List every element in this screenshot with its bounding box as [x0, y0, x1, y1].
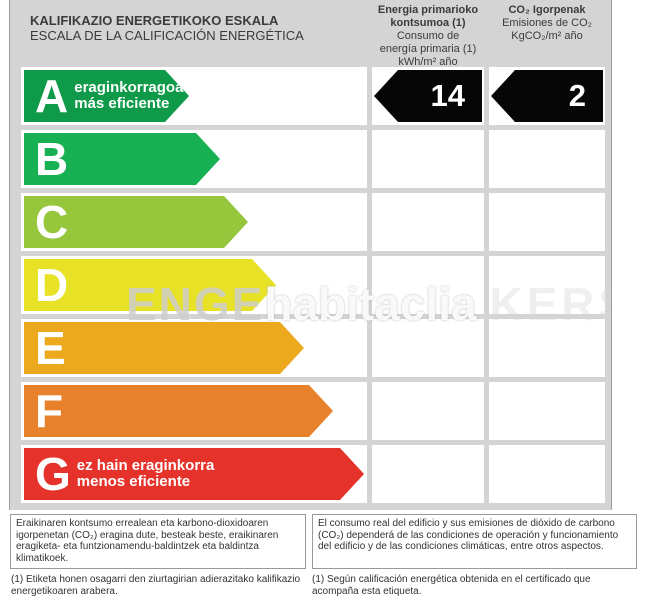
footer-boxes: Eraikinaren kontsumo errealean eta karbo…: [10, 514, 637, 569]
scale-cell-d: D: [21, 256, 367, 314]
rating-letter-b: B: [35, 133, 68, 185]
energy-value-cell-g: [372, 445, 484, 503]
energy-column-header: Energia primarioko kontsumoa (1) Consumo…: [377, 4, 479, 68]
rating-arrow-g: G ez hain eraginkorra menos eficiente: [24, 448, 364, 500]
scale-cell-b: B: [21, 130, 367, 188]
footnote-spanish: (1) Según calificación energética obteni…: [312, 574, 591, 597]
label-title: KALIFIKAZIO ENERGETIKOKO ESKALA ESCALA D…: [21, 0, 367, 69]
rating-letter-c: C: [35, 196, 68, 248]
rating-label-g: ez hain eraginkorra menos eficiente: [76, 457, 215, 490]
co2-value: 2: [568, 78, 586, 113]
co2-value-cell-f: [489, 382, 605, 440]
scale-cell-f: F: [21, 382, 367, 440]
scale-row-c: C: [21, 193, 605, 251]
co2-value-cell-c: [489, 193, 605, 251]
scale-row-e: E: [21, 319, 605, 377]
scale-row-a: A eraginkorragoa más eficiente 14 2: [21, 67, 605, 125]
scale-row-g: G ez hain eraginkorra menos eficiente: [21, 445, 605, 503]
rating-label-a: eraginkorragoa más eficiente: [74, 79, 184, 112]
co2-value-cell-a: 2: [489, 67, 605, 125]
scale-row-b: B: [21, 130, 605, 188]
rating-letter-g: G: [35, 448, 70, 500]
energy-value-cell-e: [372, 319, 484, 377]
label-header: KALIFIKAZIO ENERGETIKOKO ESKALA ESCALA D…: [21, 0, 605, 69]
footnote-basque: (1) Etiketa honen osagarri den ziurtagir…: [11, 574, 301, 597]
co2-value-cell-e: [489, 319, 605, 377]
co2-value-cell-b: [489, 130, 605, 188]
rating-arrow-e: E: [24, 322, 304, 374]
rating-arrow-b: B: [24, 133, 220, 185]
rating-letter-d: D: [35, 259, 68, 311]
title-basque: KALIFIKAZIO ENERGETIKOKO ESKALA: [30, 13, 279, 28]
energy-value-arrow: 14: [374, 70, 482, 122]
scale-cell-c: C: [21, 193, 367, 251]
rating-scale: A eraginkorragoa más eficiente 14 2: [21, 67, 605, 503]
scale-cell-e: E: [21, 319, 367, 377]
footer-box-spanish: El consumo real del edificio y sus emisi…: [312, 514, 637, 569]
title-spanish: ESCALA DE LA CALIFICACIÓN ENERGÉTICA: [30, 28, 304, 43]
co2-value-cell-g: [489, 445, 605, 503]
energy-value-cell-c: [372, 193, 484, 251]
energy-value: 14: [430, 78, 465, 113]
energy-value-cell-d: [372, 256, 484, 314]
scale-cell-a: A eraginkorragoa más eficiente: [21, 67, 367, 125]
footer-notes: (1) Etiketa honen osagarri den ziurtagir…: [10, 574, 637, 597]
rating-letter-a: A: [35, 70, 68, 122]
energy-value-cell-a: 14: [372, 67, 484, 125]
rating-letter-e: E: [35, 322, 65, 374]
energy-value-cell-f: [372, 382, 484, 440]
scale-row-f: F: [21, 382, 605, 440]
energy-value-cell-b: [372, 130, 484, 188]
rating-arrow-c: C: [24, 196, 248, 248]
rating-arrow-a: A eraginkorragoa más eficiente: [24, 70, 189, 122]
scale-cell-g: G ez hain eraginkorra menos eficiente: [21, 445, 367, 503]
footer-box-basque: Eraikinaren kontsumo errealean eta karbo…: [10, 514, 306, 569]
scale-row-d: D: [21, 256, 605, 314]
energy-label-panel: KALIFIKAZIO ENERGETIKOKO ESKALA ESCALA D…: [9, 0, 612, 510]
co2-column-header: CO₂ Igorpenak Emisiones de CO₂ KgCO₂/m² …: [502, 4, 592, 42]
rating-arrow-f: F: [24, 385, 333, 437]
co2-value-cell-d: [489, 256, 605, 314]
rating-arrow-d: D: [24, 259, 276, 311]
co2-value-arrow: 2: [491, 70, 603, 122]
rating-letter-f: F: [35, 385, 63, 437]
